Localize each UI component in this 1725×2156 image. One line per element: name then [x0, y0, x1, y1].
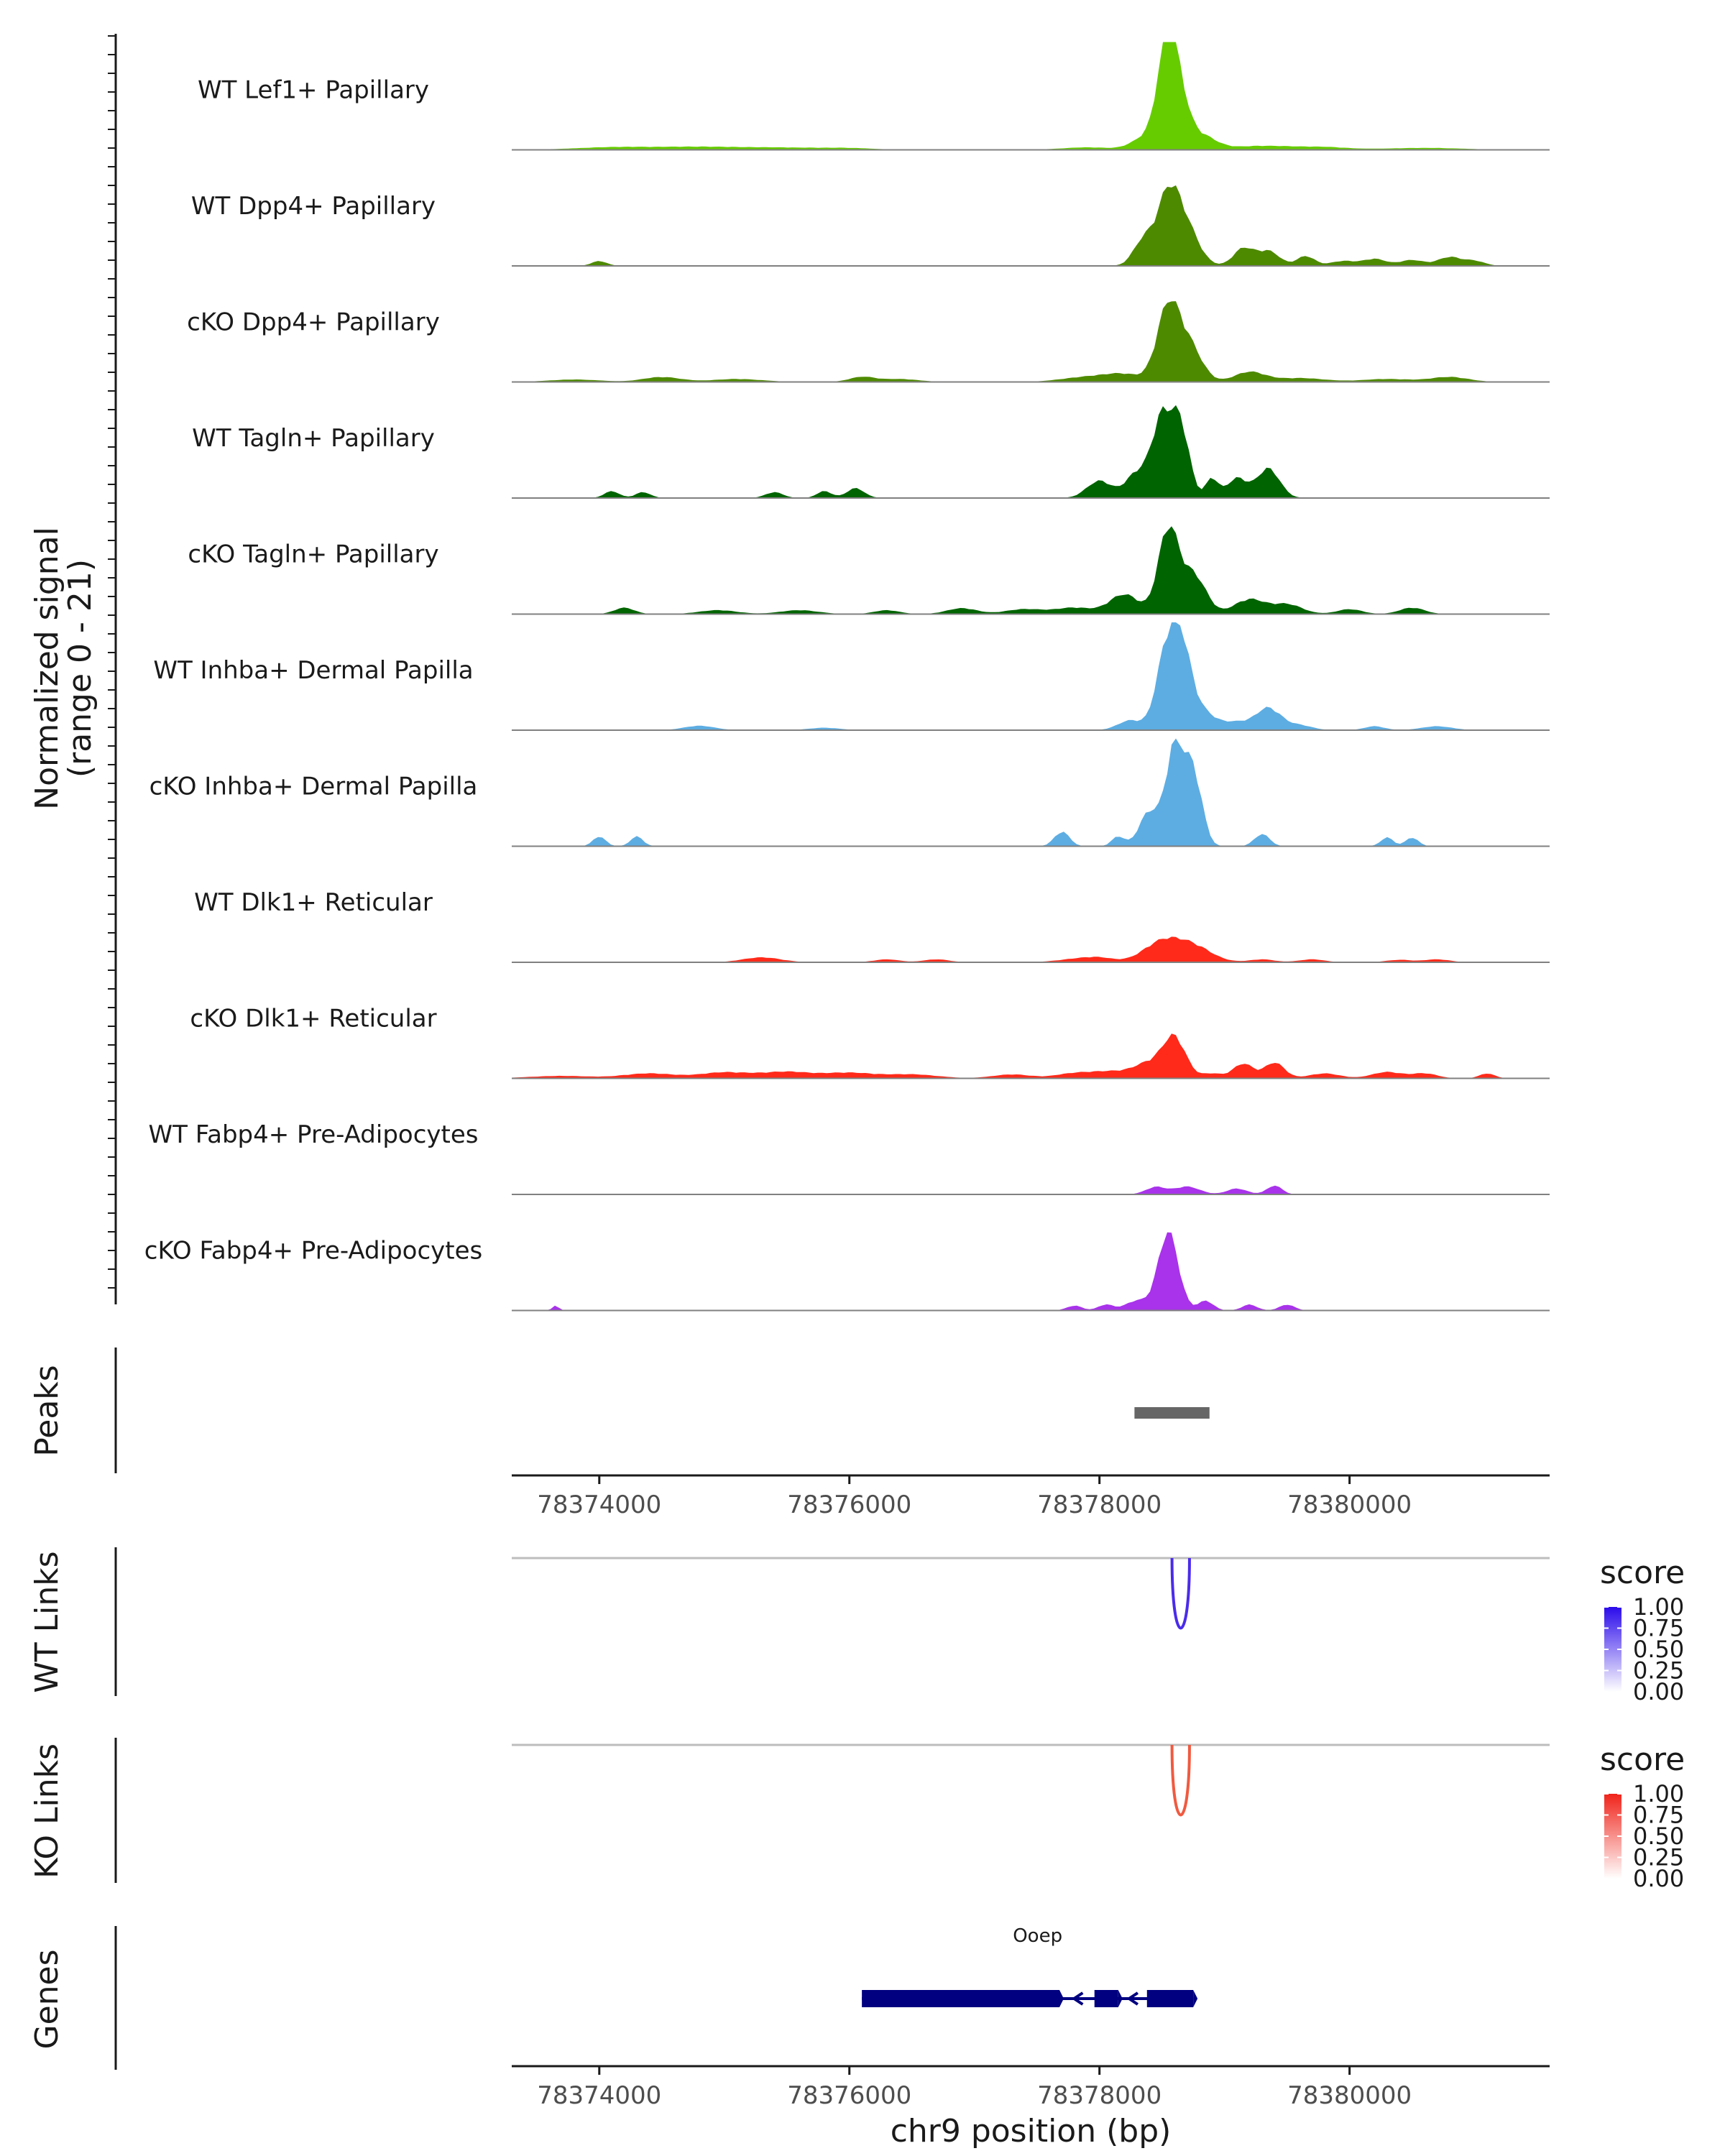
coverage-track: WT Fabp4+ Pre-Adipocytes: [149, 1120, 1550, 1195]
track-label: WT Dpp4+ Papillary: [191, 192, 436, 221]
track-label: cKO Dpp4+ Papillary: [187, 308, 440, 337]
ko-links-panel-label: KO Links: [29, 1743, 65, 1879]
legend-tick-label: 0.50: [1633, 1636, 1684, 1663]
peak-region: [1134, 1407, 1210, 1419]
coverage-track: cKO Dpp4+ Papillary: [187, 301, 1550, 383]
coverage-panel: Normalized signal (range 0 - 21) WT Lef1…: [29, 34, 1550, 1312]
track-label: cKO Inhba+ Dermal Papilla: [150, 773, 478, 801]
coverage-track: WT Tagln+ Papillary: [192, 405, 1550, 499]
coverage-signal: [512, 1185, 1550, 1194]
ko-legend-title: score: [1600, 1741, 1685, 1778]
exon-notch: [1193, 1990, 1198, 2007]
ko-links-score-legend: score 1.000.750.500.250.00: [1600, 1741, 1685, 1892]
coverage-track: cKO Fabp4+ Pre-Adipocytes: [144, 1232, 1550, 1312]
ko-links-panel: KO Links score 1.000.750.500.250.00: [29, 1738, 1685, 1892]
x-tick-label: 78378000: [1037, 1491, 1162, 1519]
coverage-track: cKO Dlk1+ Reticular: [190, 1005, 1550, 1079]
x-tick-label: 78374000: [537, 1491, 661, 1519]
peaks-panel-label: Peaks: [29, 1365, 65, 1456]
x-axis-top: 78374000 78376000 78378000 78380000: [512, 1474, 1550, 1519]
coverage-signal: [512, 301, 1550, 382]
legend-tick-label: 0.50: [1633, 1823, 1684, 1850]
exon-notch: [1059, 1990, 1064, 2007]
gene-models: Ooep: [862, 1925, 1198, 2007]
legend-tick-label: 1.00: [1633, 1780, 1684, 1807]
coverage-y-ticks: [108, 35, 116, 1289]
legend-tick-label: 0.75: [1633, 1802, 1684, 1829]
coverage-signal: [512, 1232, 1550, 1311]
strand-arrow-icon: [1126, 1991, 1139, 2006]
coverage-track: WT Dlk1+ Reticular: [194, 888, 1550, 963]
track-label: cKO Fabp4+ Pre-Adipocytes: [144, 1237, 483, 1266]
coverage-track: WT Lef1+ Papillary: [198, 42, 1550, 151]
coverage-ylabel-line2: (range 0 - 21): [62, 559, 98, 778]
coverage-signal: [512, 622, 1550, 730]
gene-exon: [862, 1990, 1060, 2007]
x-tick-label: 78376000: [787, 1491, 911, 1519]
track-label: cKO Dlk1+ Reticular: [190, 1005, 436, 1033]
track-label: cKO Tagln+ Papillary: [188, 540, 438, 569]
genes-panel-label: Genes: [29, 1949, 65, 2049]
gene-exon: [1094, 1990, 1118, 2007]
ko-link-arc: [1170, 1744, 1191, 1817]
legend-tick-label: 0.00: [1633, 1678, 1684, 1705]
gene-model: Ooep: [862, 1925, 1198, 2007]
x-tick-label: 78378000: [1037, 2081, 1162, 2110]
coverage-track: cKO Tagln+ Papillary: [188, 526, 1550, 615]
gene-exon: [1146, 1990, 1194, 2007]
exon-notch: [1118, 1990, 1123, 2007]
legend-tick-label: 1.00: [1633, 1593, 1684, 1621]
legend-tick-label: 0.00: [1633, 1865, 1684, 1892]
coverage-signal: [512, 405, 1550, 498]
legend-tick-label: 0.25: [1633, 1657, 1684, 1685]
wt-links-panel-label: WT Links: [29, 1551, 65, 1692]
legend-tick-label: 0.25: [1633, 1844, 1684, 1871]
track-label: WT Lef1+ Papillary: [198, 76, 429, 105]
genes-panel: Genes Ooep: [29, 1925, 1198, 2070]
coverage-signal: [512, 1033, 1550, 1079]
coverage-signal: [512, 936, 1550, 962]
strand-arrow-icon: [1071, 1991, 1084, 2006]
x-tick-label: 78376000: [787, 2081, 911, 2110]
gene-name-label: Ooep: [1013, 1925, 1062, 1947]
wt-links-panel: WT Links score 1.000.750.500.250.00: [29, 1547, 1685, 1705]
wt-link-arc: [1170, 1557, 1191, 1630]
x-tick-label: 78374000: [537, 2081, 661, 2110]
legend-tick-label: 0.75: [1633, 1615, 1684, 1642]
x-tick-label: 78380000: [1287, 1491, 1412, 1519]
peaks-panel: Peaks: [29, 1348, 1210, 1473]
x-axis-bottom: chr9 position (bp) 78374000 78376000 78378…: [512, 2065, 1550, 2150]
coverage-signal: [512, 526, 1550, 614]
track-label: WT Inhba+ Dermal Papilla: [153, 656, 473, 685]
x-axis-title: chr9 position (bp): [891, 2113, 1172, 2150]
coverage-track: WT Inhba+ Dermal Papilla: [153, 622, 1550, 731]
coverage-ylabel-line1: Normalized signal: [29, 527, 65, 810]
wt-links-score-legend: score 1.000.750.500.250.00: [1600, 1554, 1685, 1705]
track-label: WT Fabp4+ Pre-Adipocytes: [149, 1120, 479, 1149]
wt-legend-title: score: [1600, 1554, 1685, 1591]
x-tick-label: 78380000: [1287, 2081, 1412, 2110]
coverage-signal: [512, 738, 1550, 847]
peak-regions: [1134, 1407, 1210, 1419]
coverage-signal: [512, 42, 1550, 150]
coverage-tracks: WT Lef1+ Papillary WT Dpp4+ Papillary cKO …: [144, 42, 1550, 1312]
track-label: WT Tagln+ Papillary: [192, 424, 435, 453]
coverage-signal: [512, 185, 1550, 266]
coverage-track: WT Dpp4+ Papillary: [191, 185, 1550, 267]
coverage-track: cKO Inhba+ Dermal Papilla: [150, 738, 1550, 847]
track-label: WT Dlk1+ Reticular: [194, 888, 433, 917]
